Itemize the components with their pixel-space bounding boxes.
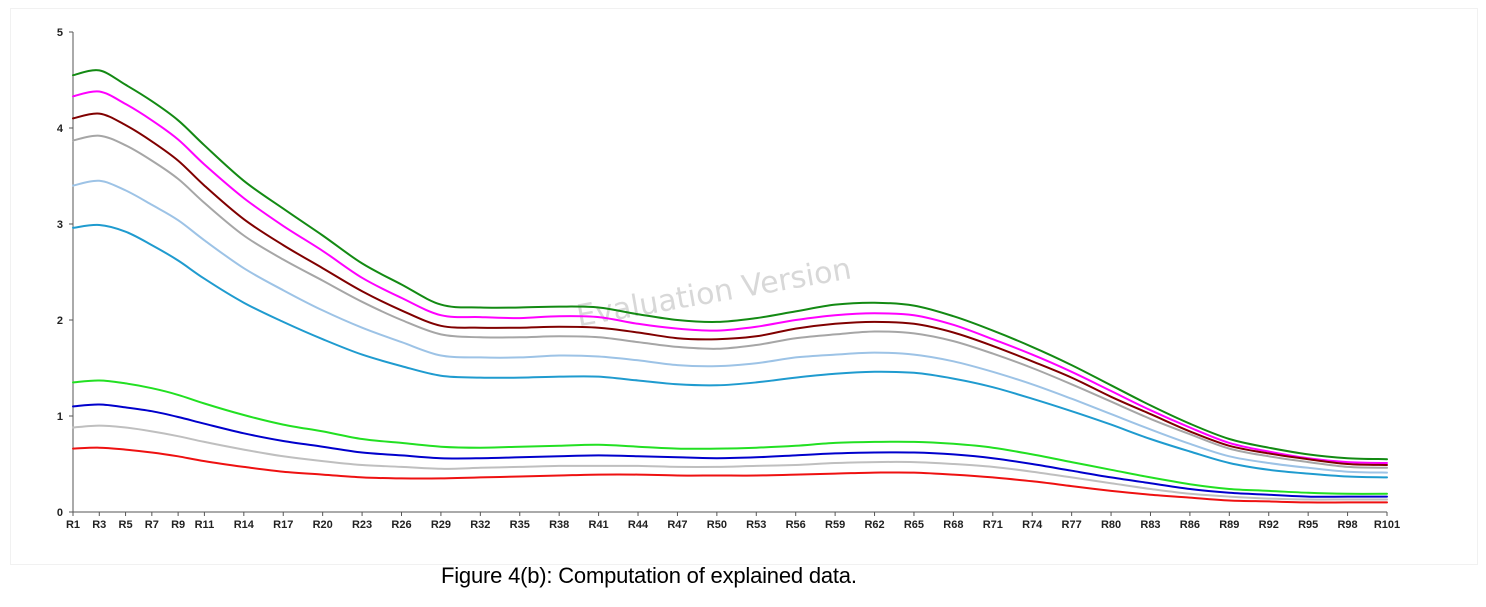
series-line-7: [72, 379, 1388, 495]
x-tick-label: R14: [234, 519, 255, 531]
series-line-9: [72, 424, 1388, 501]
x-tick-label: R3: [92, 519, 106, 531]
axes: [69, 31, 1388, 516]
y-tick-label: 5: [57, 27, 63, 39]
y-tick-label: 3: [57, 219, 63, 231]
y-tick-label: 1: [57, 411, 63, 423]
x-tick-label: R89: [1219, 519, 1239, 531]
x-tick-label: R77: [1062, 519, 1082, 531]
x-tick-label: R38: [549, 519, 569, 531]
x-tick-label: R59: [825, 519, 845, 531]
x-tick-label: R44: [628, 519, 649, 531]
x-tick-label: R1: [66, 519, 80, 531]
x-tick-label: R41: [589, 519, 609, 531]
x-tick-label: R71: [983, 519, 1003, 531]
x-tick-label: R86: [1180, 519, 1200, 531]
series-line-6: [72, 223, 1388, 479]
x-tick-label: R74: [1022, 519, 1043, 531]
x-tick-label: R50: [707, 519, 727, 531]
y-tick-label: 4: [57, 123, 64, 135]
x-tick-label: R35: [510, 519, 530, 531]
x-tick-label: R47: [667, 519, 687, 531]
x-tick-label: R53: [746, 519, 766, 531]
x-tick-label: R5: [119, 519, 133, 531]
y-tick-label: 0: [57, 507, 63, 519]
series-line-3: [72, 112, 1388, 466]
x-tick-label: R98: [1337, 519, 1357, 531]
x-tick-label: R62: [864, 519, 884, 531]
x-tick-labels: R1 R3 R5 R7 R9 R11 R14 R17 R20 R23 R26 R29 R32 R35 R38…: [66, 519, 1400, 531]
series-group: [72, 69, 1388, 504]
series-line-2: [72, 90, 1388, 464]
y-tick-label: 2: [57, 315, 63, 327]
series-line-10: [72, 446, 1388, 504]
x-tick-label: R32: [470, 519, 490, 531]
series-line-8: [72, 403, 1388, 498]
series-line-1: [72, 69, 1388, 461]
series-line-4: [72, 134, 1388, 469]
x-tick-label: R95: [1298, 519, 1318, 531]
x-tick-label: R17: [273, 519, 293, 531]
x-tick-label: R80: [1101, 519, 1121, 531]
y-tick-labels: 0 1 2 3 4 5: [57, 27, 64, 519]
x-tick-label: R11: [195, 519, 215, 531]
series-line-5: [72, 179, 1388, 474]
x-tick-label: R68: [943, 519, 963, 531]
x-tick-label: R92: [1259, 519, 1279, 531]
x-tick-label: R23: [352, 519, 372, 531]
x-tick-label: R9: [171, 519, 185, 531]
x-tick-label: R101: [1374, 519, 1400, 531]
x-tick-label: R65: [904, 519, 924, 531]
x-tick-label: R26: [391, 519, 411, 531]
x-tick-label: R20: [313, 519, 333, 531]
x-tick-label: R83: [1140, 519, 1160, 531]
figure-caption: Figure 4(b): Computation of explained da…: [441, 563, 857, 588]
x-tick-label: R29: [431, 519, 451, 531]
x-tick-label: R7: [145, 519, 159, 531]
x-tick-label: R56: [786, 519, 806, 531]
